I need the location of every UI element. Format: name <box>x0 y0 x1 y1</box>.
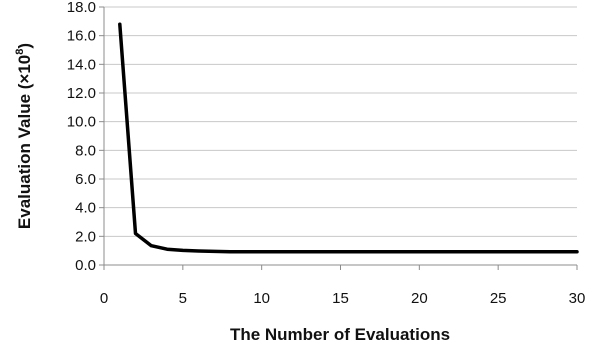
gridlines <box>104 6 577 237</box>
x-tick-label: 15 <box>332 290 349 307</box>
y-tick-label: 14.0 <box>67 56 96 73</box>
series-line <box>118 22 579 254</box>
y-tick-label: 8.0 <box>75 142 96 159</box>
y-tick-label: 4.0 <box>75 200 96 217</box>
y-axis-title: Evaluation Value (×108) <box>14 43 34 229</box>
y-tick-label: 2.0 <box>75 228 96 245</box>
series-group <box>118 22 579 254</box>
x-tick-label: 20 <box>411 290 428 307</box>
y-tick-label: 10.0 <box>67 114 96 131</box>
y-axis-title-close: ) <box>15 43 34 49</box>
x-axis-title: The Number of Evaluations <box>230 325 450 344</box>
y-tick-label: 6.0 <box>75 171 96 188</box>
y-axis-title-main: Evaluation Value (×10 <box>15 55 34 229</box>
x-tick-label: 30 <box>569 290 586 307</box>
x-tick-label: 5 <box>179 290 187 307</box>
y-tick-label: 12.0 <box>67 85 96 102</box>
y-tick-label: 16.0 <box>67 28 96 45</box>
y-tick-label: 18.0 <box>67 0 96 16</box>
x-tick-label: 25 <box>490 290 507 307</box>
x-tick-label: 10 <box>253 290 270 307</box>
x-tick-label: 0 <box>100 290 108 307</box>
y-axis-title-superscript: 8 <box>14 49 26 55</box>
x-axis-ticks: 0 5 10 15 20 25 30 <box>100 265 586 307</box>
y-axis-ticks: 0.0 2.0 4.0 6.0 8.0 10.0 12.0 14.0 16.0 18.0 <box>67 0 104 274</box>
y-tick-label: 0.0 <box>75 257 96 274</box>
axes <box>103 7 577 266</box>
